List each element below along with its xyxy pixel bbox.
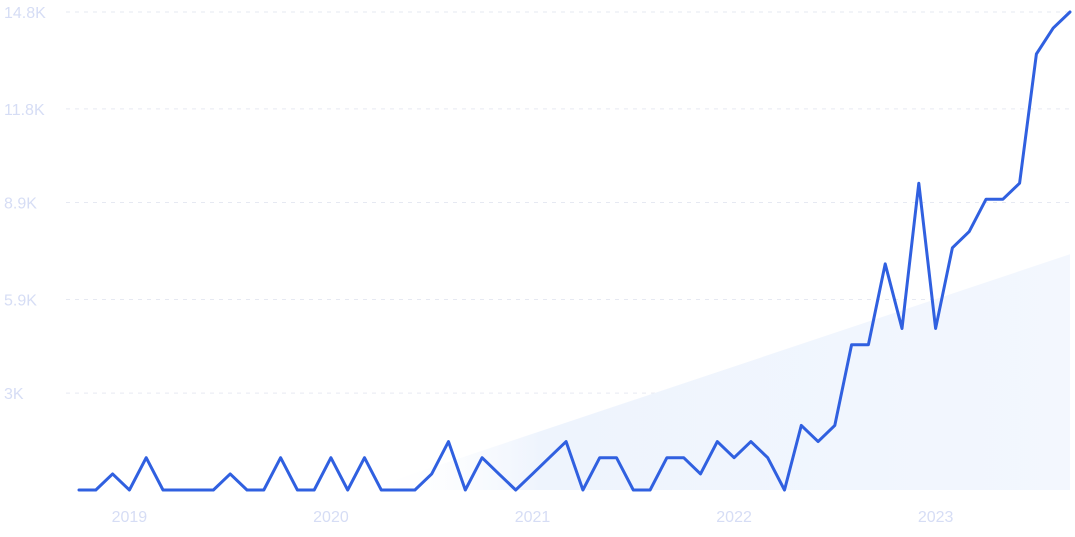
- y-tick-label: 3K: [4, 386, 24, 403]
- y-tick-label: 11.8K: [4, 102, 45, 119]
- y-tick-label: 14.8K: [4, 5, 46, 22]
- x-tick-label: 2022: [716, 509, 752, 526]
- x-tick-label: 2023: [918, 509, 954, 526]
- y-axis-ticks: 3K 5.9K 8.9K 11.8K 14.8K: [4, 5, 46, 403]
- x-tick-label: 2020: [313, 509, 349, 526]
- trend-area: [364, 254, 1070, 490]
- x-tick-label: 2019: [112, 509, 148, 526]
- y-tick-label: 8.9K: [4, 196, 37, 213]
- series-layer: [77, 10, 1072, 492]
- x-tick-label: 2021: [515, 509, 551, 526]
- series-line: [77, 10, 1072, 492]
- y-tick-label: 5.9K: [4, 292, 37, 309]
- x-axis-ticks: 2019 2020 2021 2022 2023: [112, 509, 954, 526]
- trend-area-fill: [364, 254, 1070, 490]
